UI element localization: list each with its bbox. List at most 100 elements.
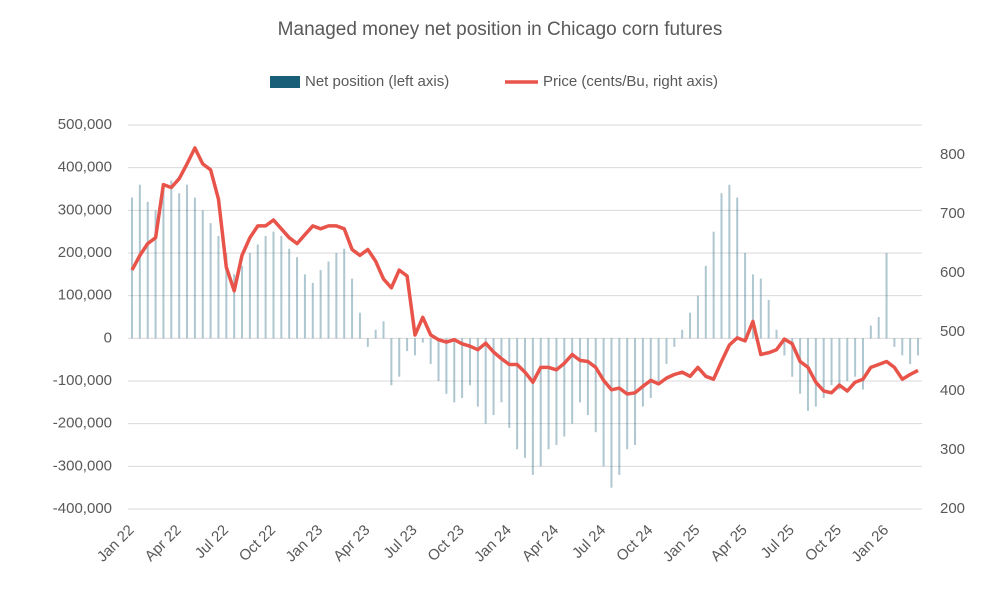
bar [547, 338, 550, 450]
bar [594, 338, 597, 433]
bar [641, 338, 644, 407]
bar [327, 261, 330, 339]
x-tick-label: Oct 22 [236, 522, 279, 565]
bar [657, 338, 660, 381]
bar [178, 193, 181, 339]
y-tick-label: -300,000 [53, 457, 112, 474]
x-tick-label: Jan 22 [94, 522, 138, 566]
x-tick-label: Oct 23 [424, 522, 467, 565]
bar [453, 338, 456, 403]
bar [186, 184, 189, 339]
bar [413, 338, 416, 356]
bar [319, 270, 322, 339]
bar [618, 338, 621, 475]
bar [508, 338, 511, 428]
bar [822, 338, 825, 399]
bar [602, 338, 605, 467]
bar [563, 338, 566, 437]
bar [885, 253, 888, 339]
bar [571, 338, 574, 424]
bar [909, 338, 912, 364]
bar [288, 248, 291, 339]
y2-tick-label: 200 [940, 500, 965, 517]
bar [421, 338, 424, 343]
bar [901, 338, 904, 356]
price-line [130, 146, 919, 396]
bar [248, 253, 251, 339]
bar [555, 338, 558, 445]
bar [272, 231, 275, 339]
bar [225, 253, 228, 339]
bar [162, 189, 165, 339]
bar [830, 338, 833, 386]
y2-tick-label: 400 [940, 382, 965, 399]
bar [138, 184, 141, 339]
bar [374, 329, 377, 339]
bar [806, 338, 809, 411]
y2-tick-label: 600 [940, 264, 965, 281]
bar [382, 321, 385, 339]
bar [390, 338, 393, 386]
bar [201, 210, 204, 339]
bar [791, 338, 794, 377]
bar [751, 274, 754, 339]
y-tick-label: 100,000 [58, 287, 112, 304]
x-tick-label: Oct 24 [613, 522, 656, 565]
bar [759, 278, 762, 339]
bar [296, 257, 299, 339]
bar [303, 274, 306, 339]
bar [854, 338, 857, 377]
bar [445, 338, 448, 394]
x-tick-label: Jul 25 [758, 522, 798, 562]
bar [524, 338, 526, 458]
bar [516, 338, 519, 450]
bar [193, 197, 196, 339]
y-tick-label: -400,000 [53, 500, 112, 517]
bar [311, 282, 314, 339]
x-tick-label: Apr 25 [707, 522, 750, 565]
bar [917, 338, 919, 356]
bar [154, 210, 157, 339]
x-tick-label: Jul 24 [569, 522, 609, 562]
bar [696, 295, 699, 339]
bar [681, 329, 684, 339]
bar [233, 274, 236, 339]
legend-label: Net position (left axis) [305, 73, 449, 90]
chart-title: Managed money net position in Chicago co… [278, 19, 723, 40]
y2-tick-label: 700 [940, 205, 965, 222]
bar [476, 338, 479, 407]
y2-tick-label: 300 [940, 441, 965, 458]
y-tick-label: 400,000 [58, 159, 112, 176]
bar [665, 338, 668, 364]
x-tick-label: Apr 23 [330, 522, 373, 565]
legend-label: Price (cents/Bu, right axis) [543, 73, 718, 90]
bar [343, 248, 346, 339]
x-tick-label: Jul 22 [192, 522, 232, 562]
y-tick-label: 0 [104, 329, 112, 346]
bar [170, 180, 173, 339]
x-tick-label: Jul 23 [380, 522, 420, 562]
bar [429, 338, 432, 364]
bar [736, 197, 739, 339]
bar [869, 325, 872, 339]
bar [893, 338, 896, 347]
bar [335, 253, 338, 339]
bar [539, 338, 542, 467]
bar [406, 338, 409, 352]
y-tick-label: -200,000 [53, 415, 112, 432]
bar [468, 338, 471, 386]
y-tick-label: -100,000 [53, 372, 112, 389]
bar [846, 338, 849, 381]
bar [649, 338, 652, 399]
legend-swatch [270, 76, 300, 88]
bar [767, 299, 770, 339]
bar [877, 317, 880, 339]
bar [531, 338, 534, 475]
bar [437, 338, 440, 381]
bar [861, 338, 864, 390]
bar [241, 265, 244, 339]
bar [775, 329, 778, 339]
bar [484, 338, 487, 424]
bar [209, 223, 212, 339]
